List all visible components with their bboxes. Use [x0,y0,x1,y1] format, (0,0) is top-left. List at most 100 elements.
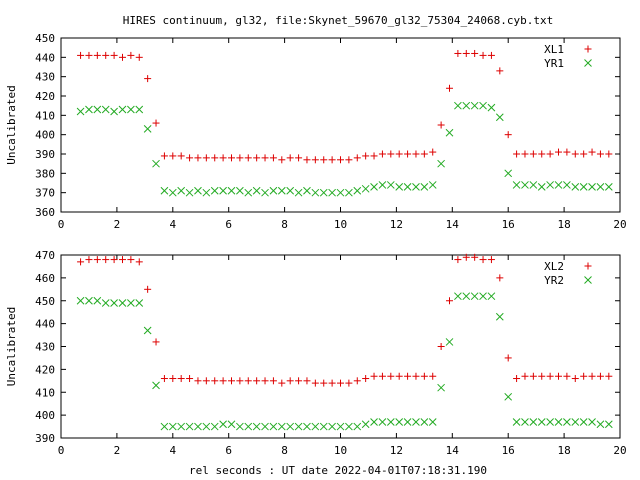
data-point [202,154,210,162]
data-point [521,372,529,380]
x-tick-label: 4 [169,444,176,457]
y-tick-label: 450 [35,32,55,45]
data-point [93,51,101,59]
data-point [428,181,437,189]
data-point [521,418,529,426]
data-point [579,418,588,426]
legend-label: XL1 [544,43,564,56]
data-point [76,107,85,116]
data-point [446,84,454,92]
data-point [546,418,554,426]
data-point [127,256,135,264]
data-point [261,422,269,431]
data-point [210,186,219,195]
data-point [345,156,353,164]
y-tick-label: 430 [35,341,55,354]
data-point [487,103,496,112]
data-point [160,152,168,160]
data-point [169,375,177,383]
y-tick-label: 440 [35,51,55,64]
data-point [437,159,445,168]
data-point [328,379,336,387]
data-point [504,169,513,178]
y-tick-label: 400 [35,129,55,142]
data-point [177,375,185,383]
data-point [337,379,344,387]
data-point [479,101,487,110]
data-point [513,375,521,383]
x-tick-label: 10 [334,444,347,457]
y-axis-label: Uncalibrated [5,307,18,386]
data-point [362,375,370,383]
data-point [127,299,135,307]
data-point [470,292,479,301]
chart-title: HIRES continuum, gl32, file:Skynet_59670… [123,14,553,27]
data-point [420,183,429,191]
legend-label: YR1 [544,57,564,70]
data-point [85,256,93,264]
plot-frame [60,254,621,439]
data-point [479,256,487,264]
data-point [437,343,445,350]
data-point [269,154,277,162]
data-point [504,131,512,139]
data-point [353,154,361,162]
y-tick-label: 390 [35,148,55,161]
data-point [294,422,303,431]
data-point [160,186,169,195]
data-point [319,188,328,197]
data-point [295,377,303,385]
data-point [328,188,336,197]
data-point [93,105,102,114]
data-point [219,154,227,162]
data-point [244,377,252,385]
y-tick-label: 460 [35,272,55,285]
data-point [211,377,219,385]
legend-marker [584,262,592,270]
data-point [555,148,563,156]
x-tick-label: 14 [446,444,460,457]
data-point [253,377,261,385]
data-point [286,186,295,195]
data-point [596,372,604,380]
data-point [370,418,378,426]
data-point [428,418,437,426]
data-point [462,49,470,57]
data-point [236,377,244,385]
data-point [143,326,152,335]
data-point [504,354,512,362]
legend-marker [584,45,592,53]
data-point [513,150,521,158]
data-point [412,150,420,158]
data-point [194,377,202,385]
data-point [395,183,404,191]
data-point [118,53,126,61]
data-point [269,422,278,431]
x-axis-label: rel seconds : UT date 2022-04-01T07:18:3… [189,464,487,477]
data-point [512,181,521,189]
data-point [202,188,211,197]
x-tick-label: 12 [390,444,403,457]
data-point [563,181,571,189]
data-point [378,150,386,158]
data-point [529,181,538,189]
data-point [471,49,479,57]
data-point [479,292,487,301]
data-point [588,372,596,380]
data-point [512,418,521,426]
data-point [487,51,495,59]
series-YR2 [76,292,613,431]
legend-marker [584,276,592,284]
data-point [521,150,529,158]
data-point [345,188,353,197]
legend-label: XL2 [544,260,564,273]
data-point [529,150,537,158]
data-point [386,181,395,189]
panel-bottom: 0 2 4 6 8 10 12 14 16 18 20 390 400 410 420 430 440 450 46… [5,249,627,457]
data-point [563,418,571,426]
data-point [403,418,412,426]
data-point [404,372,412,380]
data-point [529,372,537,380]
y-tick-label: 390 [35,432,55,445]
y-tick-label: 470 [35,249,55,262]
